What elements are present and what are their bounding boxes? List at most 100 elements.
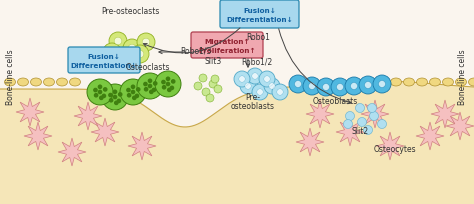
Circle shape bbox=[148, 84, 152, 89]
Text: Fusion↓: Fusion↓ bbox=[88, 54, 120, 60]
Circle shape bbox=[126, 88, 131, 93]
Text: Differentiation↓: Differentiation↓ bbox=[226, 17, 293, 23]
Text: Differentiation↓: Differentiation↓ bbox=[71, 63, 137, 69]
Circle shape bbox=[123, 40, 141, 58]
Circle shape bbox=[269, 83, 275, 90]
Ellipse shape bbox=[403, 79, 414, 86]
Circle shape bbox=[108, 93, 113, 98]
Ellipse shape bbox=[443, 79, 454, 86]
Circle shape bbox=[206, 94, 214, 102]
Ellipse shape bbox=[56, 79, 67, 86]
Ellipse shape bbox=[391, 79, 401, 86]
Circle shape bbox=[277, 89, 283, 96]
Circle shape bbox=[303, 78, 321, 95]
Polygon shape bbox=[431, 101, 459, 128]
Circle shape bbox=[148, 79, 152, 84]
Circle shape bbox=[252, 85, 268, 101]
Circle shape bbox=[102, 85, 128, 110]
Circle shape bbox=[247, 69, 263, 85]
Polygon shape bbox=[376, 132, 404, 160]
Ellipse shape bbox=[417, 79, 428, 86]
Circle shape bbox=[370, 112, 379, 121]
Circle shape bbox=[377, 120, 386, 129]
Circle shape bbox=[137, 34, 155, 52]
Polygon shape bbox=[16, 99, 44, 126]
Circle shape bbox=[252, 73, 258, 80]
Circle shape bbox=[171, 80, 175, 84]
FancyBboxPatch shape bbox=[191, 33, 263, 59]
Circle shape bbox=[357, 118, 366, 127]
Circle shape bbox=[103, 88, 108, 92]
Circle shape bbox=[93, 88, 98, 93]
Polygon shape bbox=[128, 132, 156, 160]
Circle shape bbox=[113, 95, 118, 100]
Circle shape bbox=[165, 82, 170, 87]
Text: Pre-osteoclasts: Pre-osteoclasts bbox=[101, 7, 159, 16]
Circle shape bbox=[351, 83, 357, 90]
Circle shape bbox=[345, 78, 363, 95]
Circle shape bbox=[379, 81, 385, 88]
Circle shape bbox=[240, 79, 256, 94]
Polygon shape bbox=[296, 128, 324, 156]
Text: Migration↑: Migration↑ bbox=[204, 39, 250, 45]
Text: Bone-line cells: Bone-line cells bbox=[6, 49, 15, 104]
Circle shape bbox=[194, 83, 202, 91]
FancyBboxPatch shape bbox=[68, 48, 140, 74]
Circle shape bbox=[128, 45, 136, 52]
Ellipse shape bbox=[30, 79, 42, 86]
Ellipse shape bbox=[18, 79, 28, 86]
Circle shape bbox=[162, 85, 166, 90]
Circle shape bbox=[239, 76, 245, 83]
Circle shape bbox=[132, 96, 137, 101]
Circle shape bbox=[272, 85, 288, 101]
Circle shape bbox=[214, 86, 222, 94]
Circle shape bbox=[117, 51, 135, 69]
Circle shape bbox=[103, 44, 121, 62]
Circle shape bbox=[87, 80, 113, 105]
Circle shape bbox=[356, 104, 365, 113]
Ellipse shape bbox=[70, 79, 81, 86]
Circle shape bbox=[165, 77, 170, 82]
Circle shape bbox=[143, 82, 148, 87]
Text: Robo1/2: Robo1/2 bbox=[241, 57, 273, 66]
Circle shape bbox=[167, 88, 172, 93]
Circle shape bbox=[170, 86, 174, 91]
Circle shape bbox=[323, 84, 329, 91]
Ellipse shape bbox=[44, 79, 55, 86]
Text: Bone-line cells: Bone-line cells bbox=[458, 49, 467, 104]
Circle shape bbox=[199, 75, 207, 83]
Text: Osteocytes: Osteocytes bbox=[374, 145, 416, 154]
Circle shape bbox=[131, 85, 136, 90]
Circle shape bbox=[131, 46, 149, 64]
Circle shape bbox=[264, 76, 270, 83]
Circle shape bbox=[98, 90, 102, 95]
Circle shape bbox=[122, 56, 130, 63]
Circle shape bbox=[209, 81, 217, 89]
Text: Pre-
osteoblasts: Pre- osteoblasts bbox=[231, 92, 275, 111]
Circle shape bbox=[98, 85, 102, 90]
Circle shape bbox=[257, 89, 263, 96]
Text: Robo1/3: Robo1/3 bbox=[180, 46, 212, 55]
Circle shape bbox=[289, 76, 307, 94]
Circle shape bbox=[117, 99, 121, 104]
Circle shape bbox=[294, 81, 301, 88]
Circle shape bbox=[131, 90, 136, 95]
Ellipse shape bbox=[377, 79, 389, 86]
Circle shape bbox=[144, 88, 148, 92]
Circle shape bbox=[264, 79, 280, 94]
Circle shape bbox=[99, 96, 104, 101]
Circle shape bbox=[120, 80, 146, 105]
Polygon shape bbox=[74, 102, 102, 130]
Circle shape bbox=[137, 74, 163, 100]
Circle shape bbox=[367, 104, 376, 113]
Text: Osteoblasts: Osteoblasts bbox=[312, 97, 357, 106]
Polygon shape bbox=[91, 118, 119, 146]
Circle shape bbox=[309, 83, 315, 90]
Polygon shape bbox=[58, 138, 86, 166]
Circle shape bbox=[114, 101, 118, 106]
Circle shape bbox=[365, 82, 372, 89]
Ellipse shape bbox=[4, 79, 16, 86]
Circle shape bbox=[337, 84, 344, 91]
Circle shape bbox=[127, 93, 131, 98]
Circle shape bbox=[118, 93, 123, 97]
